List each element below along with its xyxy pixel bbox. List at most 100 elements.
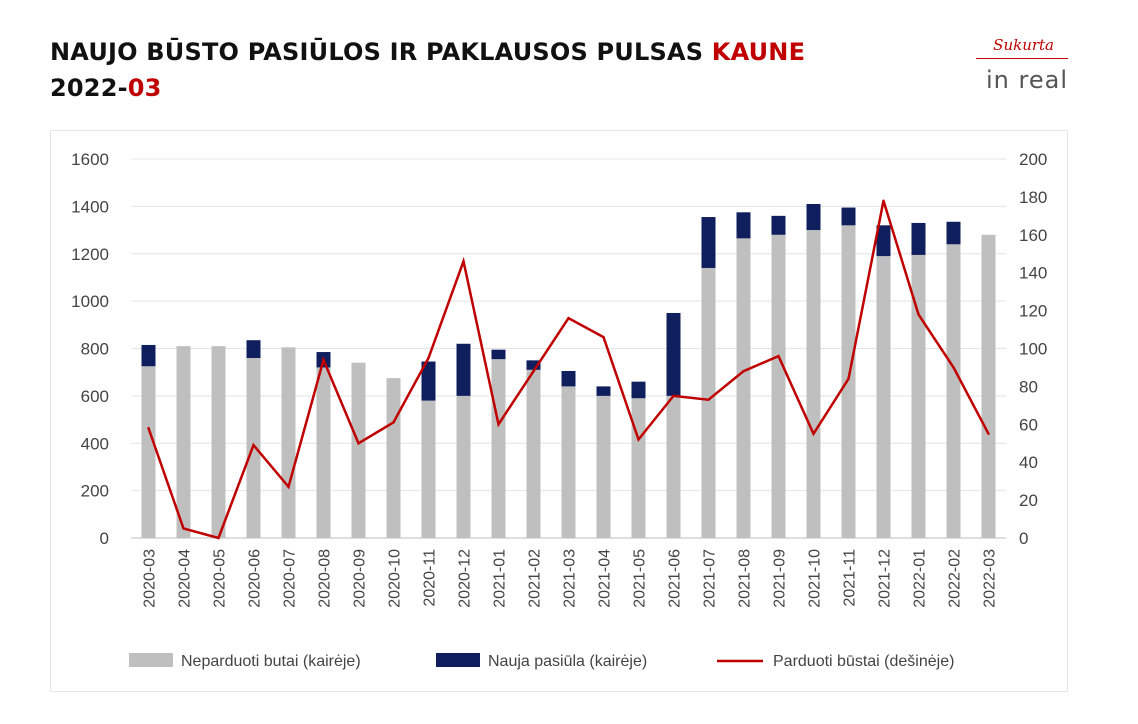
x-tick-label: 2020-04 [177, 549, 194, 608]
x-tick-label: 2022-03 [982, 549, 999, 608]
bar-new-supply [491, 349, 506, 360]
x-tick-label: 2021-02 [527, 549, 544, 608]
sold-line-point [917, 313, 920, 316]
sold-line-point [882, 199, 885, 202]
bar-unsold [456, 395, 471, 538]
sold-line-point [427, 356, 430, 360]
title-line-2: 2022-03 [50, 70, 805, 106]
bar-unsold [806, 230, 821, 538]
sold-line-point [497, 423, 500, 426]
x-tick-label: 2020-09 [352, 549, 369, 608]
sold-line-point [952, 366, 955, 369]
sold-line-point [287, 485, 290, 489]
legend: Neparduoti butai (kairėje) Nauja pasiūla … [129, 653, 954, 670]
bar-new-supply [631, 381, 646, 399]
x-tick-label: 2021-05 [632, 549, 649, 608]
y-left-tick-label: 0 [100, 529, 109, 548]
y-left-tick-label: 200 [81, 482, 109, 501]
x-tick-label: 2020-12 [457, 549, 474, 608]
bar-unsold [351, 362, 366, 538]
y-right-tick-label: 140 [1019, 264, 1047, 283]
chart-svg: 0 200 400 600 800 1000 1200 1400 1600 0 20 40 60 80 1… [71, 150, 1047, 670]
bar-unsold [596, 395, 611, 538]
bar-unsold [176, 346, 191, 538]
y-right-tick-label: 20 [1019, 491, 1038, 510]
x-tick-label: 2021-10 [807, 549, 824, 608]
y-left-tick-label: 1200 [71, 245, 109, 264]
sold-line-point [357, 442, 360, 445]
bar-unsold [771, 234, 786, 539]
legend-swatch-unsold [129, 653, 173, 667]
bar-unsold [631, 398, 646, 538]
bar-new-supply [876, 225, 891, 257]
y-right-tick-label: 160 [1019, 226, 1047, 245]
legend-label-sold: Parduoti būstai (dešinėje) [773, 653, 954, 670]
x-tick-label: 2022-01 [912, 549, 929, 608]
sold-line-point [217, 536, 220, 540]
sold-line-point [567, 316, 570, 320]
y-left-tick-label: 1000 [71, 292, 109, 311]
logo-underline [976, 58, 1068, 59]
title-city: KAUNE [711, 38, 806, 66]
y-left-tick-label: 1600 [71, 150, 109, 169]
bar-new-supply [561, 371, 576, 387]
sold-line-point [532, 370, 535, 373]
bar-unsold [841, 225, 856, 538]
bar-unsold [526, 369, 541, 538]
bar-new-supply [946, 221, 961, 245]
bar-unsold [211, 346, 226, 538]
chart-title: NAUJO BŪSTO PASIŪLOS IR PAKLAUSOS PULSAS… [50, 34, 805, 106]
title-line-1: NAUJO BŪSTO PASIŪLOS IR PAKLAUSOS PULSAS… [50, 34, 805, 70]
chart-panel: 0 200 400 600 800 1000 1200 1400 1600 0 20 40 60 80 1… [50, 130, 1068, 692]
bar-unsold [386, 378, 401, 538]
bar-unsold [316, 367, 331, 538]
x-tick-label: 2021-07 [702, 549, 719, 608]
sold-line-point [462, 260, 465, 263]
y-axis-left: 0 200 400 600 800 1000 1200 1400 1600 [71, 150, 109, 548]
bar-new-supply [246, 340, 261, 358]
bar-unsold [876, 256, 891, 538]
x-tick-label: 2021-04 [597, 549, 614, 608]
y-left-tick-label: 1400 [71, 197, 109, 216]
bar-new-supply [806, 204, 821, 231]
x-tick-label: 2020-08 [317, 549, 334, 608]
sold-line-point [182, 527, 185, 530]
y-right-tick-label: 80 [1019, 377, 1038, 396]
y-right-tick-label: 40 [1019, 453, 1038, 472]
bar-unsold [701, 267, 716, 538]
x-tick-label: 2021-06 [667, 549, 684, 608]
bar-new-supply [141, 344, 156, 367]
y-right-tick-label: 120 [1019, 302, 1047, 321]
logo-sukurta: Sukurta [993, 36, 1054, 54]
bar-new-supply [736, 212, 751, 239]
title-main: NAUJO BŪSTO PASIŪLOS IR PAKLAUSOS PULSAS [50, 38, 712, 66]
bar-new-supply [421, 361, 436, 401]
bar-unsold [491, 359, 506, 538]
x-tick-label: 2021-11 [842, 549, 859, 607]
legend-label-new-supply: Nauja pasiūla (kairėje) [488, 653, 647, 670]
y-right-tick-label: 60 [1019, 415, 1038, 434]
x-tick-label: 2021-12 [877, 549, 894, 608]
x-tick-label: 2020-10 [387, 549, 404, 608]
bar-unsold [981, 234, 996, 539]
sold-line-point [637, 438, 640, 441]
sold-line [147, 199, 990, 540]
bar-new-supply [841, 207, 856, 226]
gridlines [131, 158, 1006, 539]
bar-unsold [141, 366, 156, 538]
x-axis: 2020-03 2020-04 2020-05 2020-06 2020-07 2020-… [142, 549, 999, 608]
bar-unsold [946, 244, 961, 538]
y-left-tick-label: 800 [81, 340, 109, 359]
x-tick-label: 2021-08 [737, 549, 754, 608]
bar-new-supply [456, 343, 471, 396]
title-date-prefix: 2022- [50, 74, 128, 102]
sold-line-point [707, 398, 710, 401]
bar-new-supply [701, 217, 716, 268]
y-right-tick-label: 200 [1019, 150, 1047, 169]
bar-new-supply [526, 360, 541, 370]
x-tick-label: 2020-05 [212, 549, 229, 608]
x-tick-label: 2022-02 [947, 549, 964, 608]
y-axis-right: 0 20 40 60 80 100 120 140 160 180 200 [1019, 150, 1047, 548]
x-tick-label: 2021-01 [492, 549, 509, 608]
sold-line-point [987, 432, 990, 435]
